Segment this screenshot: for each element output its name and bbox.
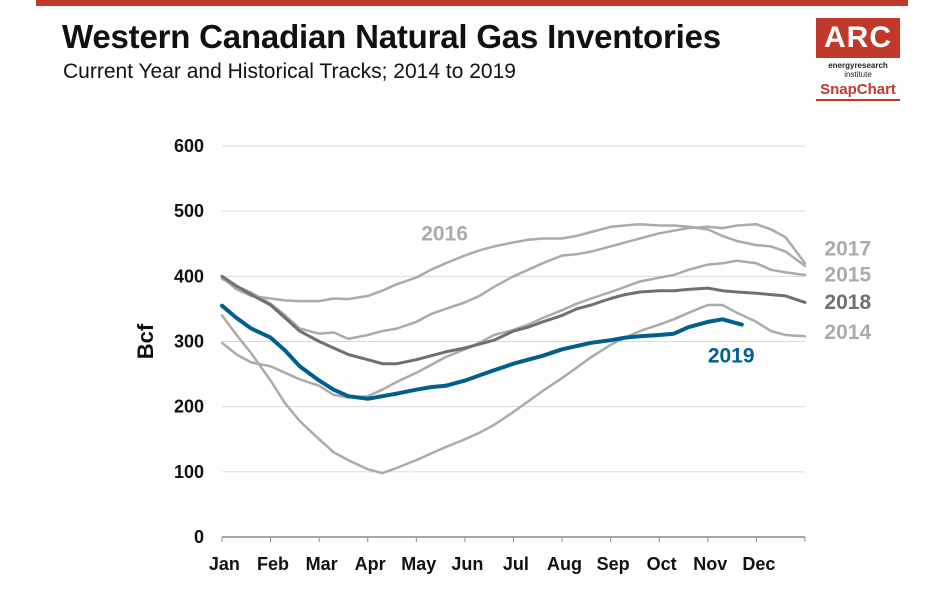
y-tick-label-400: 400 <box>174 266 204 286</box>
series-labels: 2016 2017 2015 2018 2014 2019 <box>421 222 871 367</box>
axes: 0 100 200 300 400 500 600 Jan Feb Mar Apr May Jun Jul… <box>133 136 806 574</box>
series-label-2018: 2018 <box>824 291 871 314</box>
series-line-2017 <box>220 222 807 341</box>
logo-line2: institute <box>844 70 872 79</box>
top-accent-bar <box>36 0 908 6</box>
series-label-2014: 2014 <box>824 321 871 344</box>
logo-line1: energyresearch <box>828 61 888 70</box>
y-axis-title: Bcf <box>133 323 158 359</box>
x-tick-label-jan: Jan <box>209 554 240 574</box>
y-tick-label-100: 100 <box>174 462 204 482</box>
series-label-2019: 2019 <box>708 344 755 367</box>
x-tick-label-feb: Feb <box>257 554 289 574</box>
y-tick-label-300: 300 <box>174 332 204 352</box>
x-tick-label-may: May <box>401 554 436 574</box>
logo-main: ARC <box>816 18 900 58</box>
x-tick-label-jul: Jul <box>503 554 529 574</box>
series-label-2015: 2015 <box>824 264 871 287</box>
series-line-2014 <box>220 259 807 399</box>
x-tick-label-sep: Sep <box>597 554 630 574</box>
x-tick-label-mar: Mar <box>306 554 338 574</box>
series-label-2016: 2016 <box>421 222 468 245</box>
y-tick-label-600: 600 <box>174 136 204 156</box>
chart-title: Western Canadian Natural Gas Inventories <box>62 18 721 55</box>
x-tick-label-aug: Aug <box>547 554 582 574</box>
logo-rule <box>816 99 900 101</box>
x-tick-label-nov: Nov <box>693 554 727 574</box>
x-tick-label-apr: Apr <box>355 554 386 574</box>
y-tick-label-500: 500 <box>174 201 204 221</box>
series-line-2018 <box>220 274 807 366</box>
y-tick-label-0: 0 <box>194 527 204 547</box>
series-lines <box>220 222 807 475</box>
arc-logo: ARC energyresearch institute SnapChart <box>816 18 900 101</box>
series-line-2015 <box>220 303 807 475</box>
y-tick-label-200: 200 <box>174 397 204 417</box>
chart-subtitle: Current Year and Historical Tracks; 2014… <box>63 60 516 83</box>
x-tick-label-jun: Jun <box>451 554 483 574</box>
series-label-2017: 2017 <box>824 237 871 260</box>
x-tick-label-oct: Oct <box>647 554 677 574</box>
x-tick-label-dec: Dec <box>742 554 775 574</box>
gridlines <box>222 145 805 473</box>
logo-snapchart: SnapChart <box>820 81 896 98</box>
series-line-2019 <box>220 303 744 401</box>
series-line-2016 <box>220 222 807 303</box>
